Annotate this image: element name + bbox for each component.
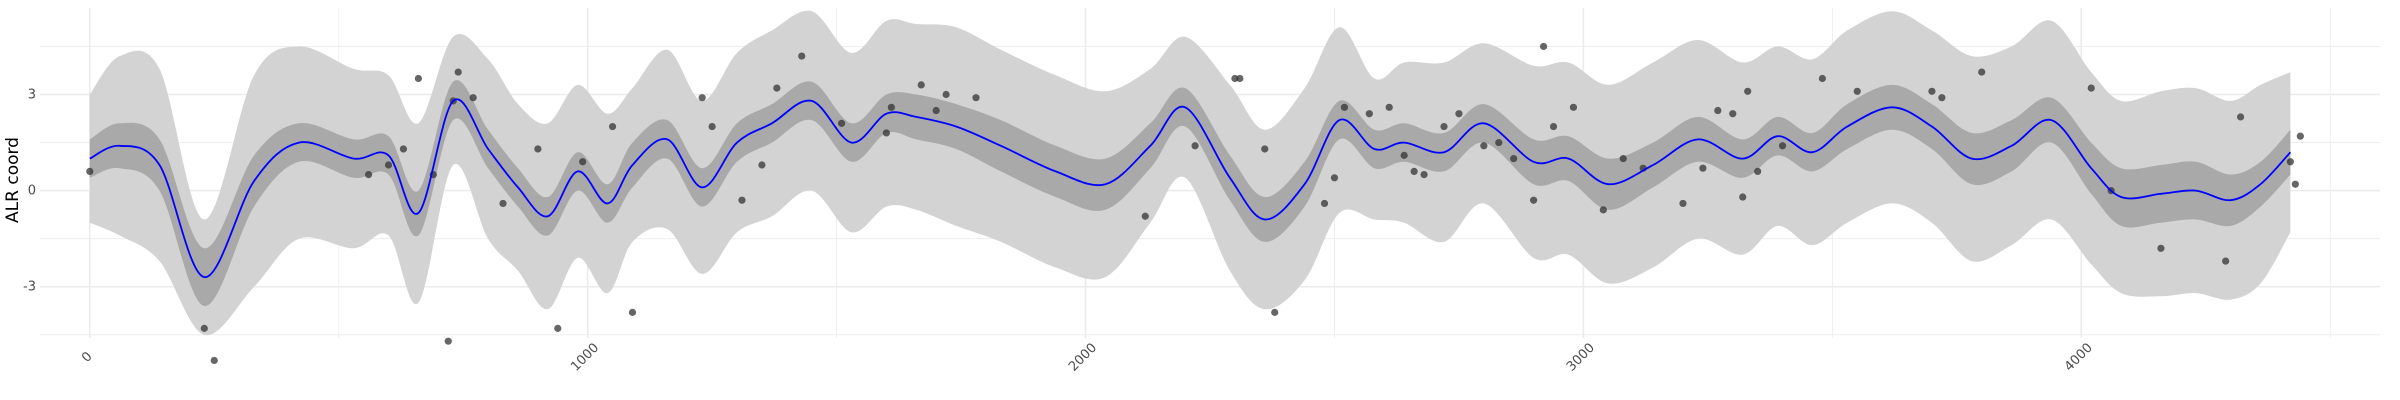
data-point — [1853, 87, 1861, 95]
data-point — [2087, 84, 2095, 92]
data-point — [454, 68, 462, 76]
data-point — [1365, 110, 1373, 118]
data-point — [758, 161, 766, 169]
y-tick-label: -3 — [23, 280, 36, 295]
data-point — [1320, 199, 1329, 208]
data-point — [2286, 158, 2294, 166]
data-point — [1539, 42, 1548, 51]
data-point — [1400, 151, 1408, 159]
data-point — [1619, 154, 1627, 163]
data-point — [738, 196, 746, 204]
data-point — [1261, 145, 1269, 153]
data-point — [86, 167, 94, 175]
data-point — [1928, 87, 1936, 95]
data-point — [1978, 68, 1986, 76]
data-point — [1480, 142, 1488, 150]
data-point — [837, 119, 846, 127]
data-point — [1455, 110, 1463, 118]
data-point — [1599, 206, 1607, 214]
x-tick-label: 1000 — [568, 341, 602, 375]
data-point — [579, 158, 587, 166]
data-point — [917, 81, 925, 89]
data-point — [1271, 308, 1279, 316]
x-tick-label: 2000 — [1066, 341, 1100, 375]
data-point — [469, 94, 477, 102]
y-tick-label: 0 — [28, 184, 36, 199]
data-point — [2291, 180, 2299, 188]
data-point — [210, 356, 218, 365]
data-point — [444, 337, 452, 345]
data-point — [1141, 212, 1149, 220]
data-point — [1330, 174, 1339, 182]
data-point — [798, 52, 806, 60]
data-point — [1385, 103, 1393, 111]
data-point — [1420, 171, 1428, 179]
data-point — [1938, 94, 1946, 102]
data-point — [364, 171, 373, 179]
data-points — [86, 42, 2304, 365]
data-point — [200, 324, 208, 332]
data-point — [1530, 196, 1538, 204]
data-point — [2222, 257, 2230, 265]
y-axis-ticks: -3 0 3 — [23, 88, 36, 295]
outer-confidence-band — [89, 10, 2291, 336]
data-point — [882, 129, 890, 137]
data-point — [628, 308, 637, 316]
data-point — [1818, 74, 1826, 83]
data-point — [1440, 122, 1448, 131]
data-point — [1340, 103, 1349, 111]
inner-confidence-band — [89, 80, 2291, 307]
smoothed-fit-line — [89, 98, 2292, 278]
data-point — [1549, 122, 1558, 131]
data-point — [1754, 167, 1762, 175]
data-point — [698, 94, 706, 102]
data-point — [1778, 142, 1787, 150]
data-point — [1699, 164, 1707, 172]
x-axis-ticks: 0 1000 2000 3000 4000 — [79, 341, 2096, 375]
data-point — [887, 103, 895, 111]
data-point — [1191, 142, 1199, 150]
data-point — [384, 161, 393, 169]
data-point — [2296, 132, 2304, 140]
data-point — [1410, 167, 1418, 175]
data-point — [1744, 87, 1752, 95]
data-point — [399, 145, 408, 153]
data-point — [499, 199, 507, 208]
data-point — [932, 106, 940, 115]
data-point — [1495, 138, 1503, 147]
data-point — [1231, 74, 1239, 83]
data-point — [708, 122, 716, 131]
data-point — [414, 74, 422, 83]
data-point — [1569, 103, 1578, 111]
data-point — [534, 145, 542, 153]
data-point — [1714, 106, 1722, 115]
data-point — [1739, 193, 1747, 201]
data-point — [608, 122, 617, 131]
y-axis-title: ALR coord — [3, 137, 23, 223]
data-point — [1679, 199, 1687, 208]
data-point — [2236, 113, 2245, 121]
data-point — [773, 84, 781, 92]
x-tick-label: 3000 — [1564, 341, 1598, 375]
data-point — [972, 94, 980, 102]
x-tick-label: 4000 — [2062, 341, 2096, 375]
data-point — [1236, 74, 1244, 83]
data-point — [1510, 154, 1518, 163]
data-point — [2157, 244, 2165, 252]
data-point — [554, 324, 562, 332]
data-point — [942, 90, 950, 99]
data-point — [1729, 110, 1737, 118]
y-tick-label: 3 — [28, 88, 36, 103]
x-tick-label: 0 — [79, 349, 95, 365]
